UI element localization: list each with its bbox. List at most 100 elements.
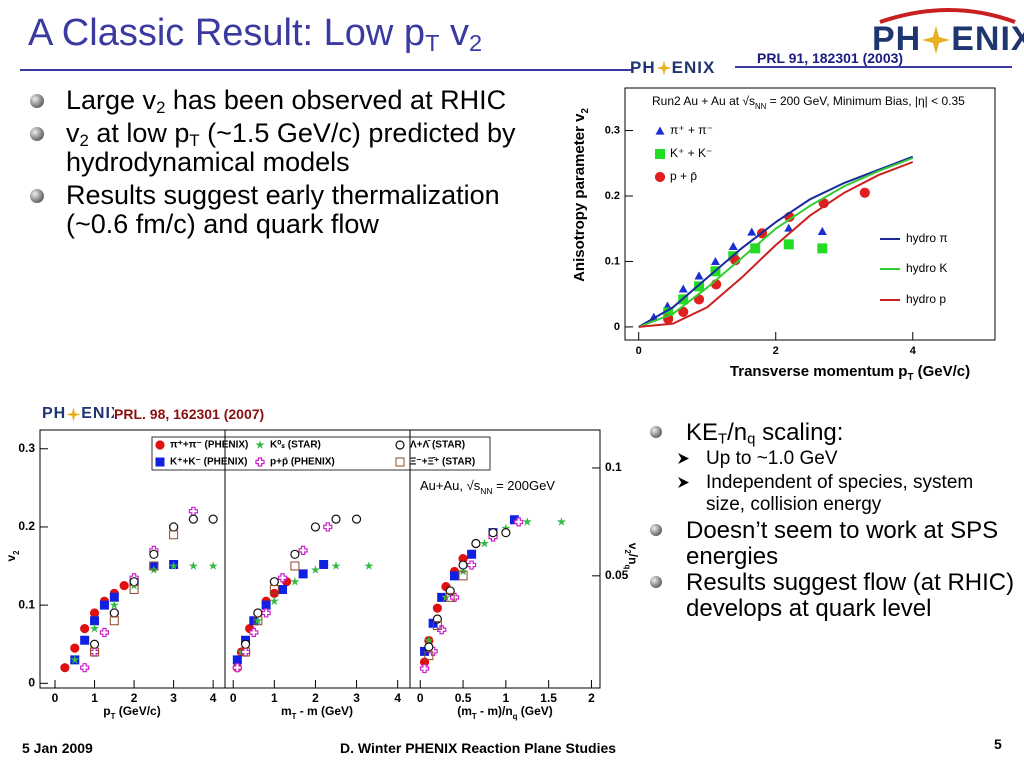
logo-text: ENIX [951, 20, 1024, 58]
marker [432, 603, 442, 613]
legend-label: π⁺+π⁻ (PHENIX) [170, 440, 248, 451]
subscript: T [189, 131, 200, 151]
marker [437, 592, 447, 602]
marker [678, 284, 688, 293]
chart-text: v2 [4, 550, 20, 562]
legend-label: hydro p [906, 292, 946, 306]
text-run: - m (GeV) [296, 704, 353, 718]
text-run: has been observed at RHIC [165, 85, 507, 115]
chart-text: v2/nq [623, 543, 639, 570]
marker [129, 584, 139, 594]
marker [129, 577, 139, 587]
text-run: /n [626, 554, 640, 565]
chart-text: (mT - m)/nq (GeV) [457, 704, 553, 720]
marker [556, 517, 567, 526]
curve [638, 157, 914, 328]
marker [290, 561, 300, 571]
marker [149, 549, 159, 559]
x-tick-label: 0 [230, 691, 237, 705]
marker [678, 306, 689, 317]
marker [99, 627, 110, 638]
text-run: v [4, 555, 18, 562]
subscript: T [472, 712, 477, 721]
legend-label: π⁺ + π⁻ [670, 123, 713, 137]
subscript: T [718, 431, 728, 448]
marker [445, 592, 455, 602]
marker [169, 522, 179, 532]
sub-bullet-arrow [678, 477, 689, 488]
marker [253, 608, 263, 618]
y-tick-label: 0.1 [18, 597, 35, 611]
marker [90, 616, 100, 626]
marker [90, 623, 100, 633]
marker [169, 530, 179, 540]
marker [269, 596, 279, 606]
marker [364, 561, 374, 570]
marker [522, 517, 532, 526]
bullet-dot [30, 94, 44, 108]
x-tick-label: 3 [170, 691, 177, 705]
x-tick-label: 2 [588, 691, 595, 705]
marker [109, 592, 119, 602]
logo: PH ENIX [872, 20, 1024, 59]
subscript: NN [480, 486, 492, 496]
text-run: KE [686, 419, 719, 446]
logo-arc [879, 8, 1016, 24]
text-run: m [281, 704, 292, 718]
text-run: (~1.5 GeV/c) predicted by hydrodynamical… [66, 118, 516, 177]
slide-title: A Classic Result: Low pT v2 [28, 12, 482, 55]
marker [60, 663, 70, 673]
marker [155, 457, 165, 467]
text-run: v [66, 118, 80, 148]
x-tick-label: 1 [503, 691, 510, 705]
text-run: Independent of species, system size, col… [706, 472, 974, 515]
x-tick-label: 4 [394, 691, 401, 705]
y2-tick-label: 0.05 [605, 568, 629, 582]
marker [351, 514, 362, 524]
plot-frame [409, 429, 601, 689]
marker [188, 506, 198, 516]
marker [241, 647, 251, 657]
text-run: Transverse momentum p [730, 363, 908, 380]
subscript: q [623, 564, 632, 569]
marker [859, 187, 870, 198]
x-tick-label: 1 [91, 691, 98, 705]
marker [208, 561, 218, 570]
marker [298, 545, 308, 556]
marker [458, 566, 468, 576]
legend-label: p+p̄ (PHENIX) [270, 457, 335, 468]
marker [424, 635, 434, 645]
marker [109, 616, 119, 626]
bullet-dot [650, 524, 662, 536]
marker [458, 560, 468, 570]
x-tick-label: 4 [910, 345, 917, 357]
legend-label: Ξ⁻+Ξ̄⁺ (STAR) [410, 457, 475, 468]
x-tick-label: 2 [773, 345, 779, 357]
text-run: Doesn’t seem to work at SPS energies [686, 517, 999, 570]
bullet-dot [650, 426, 662, 438]
chart-text: Transverse momentum pT (GeV/c) [730, 363, 970, 383]
text-run: v [439, 12, 470, 54]
sub-bullet: Independent of species, system size, col… [650, 472, 1015, 516]
marker [80, 663, 90, 673]
legend-label: K⁺ + K⁻ [670, 146, 712, 160]
curve [638, 161, 914, 328]
text-run: (m [457, 704, 472, 718]
marker [488, 528, 498, 538]
bullet: KET/nq scaling: [650, 419, 1015, 448]
marker [467, 560, 477, 570]
legend-label: K⁰ₛ (STAR) [270, 440, 321, 451]
chart-text: mT - m (GeV) [281, 704, 353, 720]
bullet-list: KET/nq scaling: Up to ~1.0 GeV Independent… [650, 420, 1015, 622]
marker [80, 635, 90, 645]
x-tick-label: 4 [210, 691, 217, 705]
legend-label: Λ+Λ̄ (STAR) [410, 440, 465, 451]
marker [395, 457, 405, 467]
marker [655, 149, 665, 159]
bullet: Results suggest early thermalization (~0… [30, 181, 550, 239]
legend-label: p + p̄ [670, 169, 697, 183]
footer-title: D. Winter PHENIX Reaction Plane Studies [340, 740, 617, 756]
reference: PRL. 98, 162301 (2007) [114, 406, 265, 422]
marker [155, 440, 165, 450]
chart-text: Run2 Au + Au at √sNN = 200 GeV, Minimum … [652, 94, 965, 110]
